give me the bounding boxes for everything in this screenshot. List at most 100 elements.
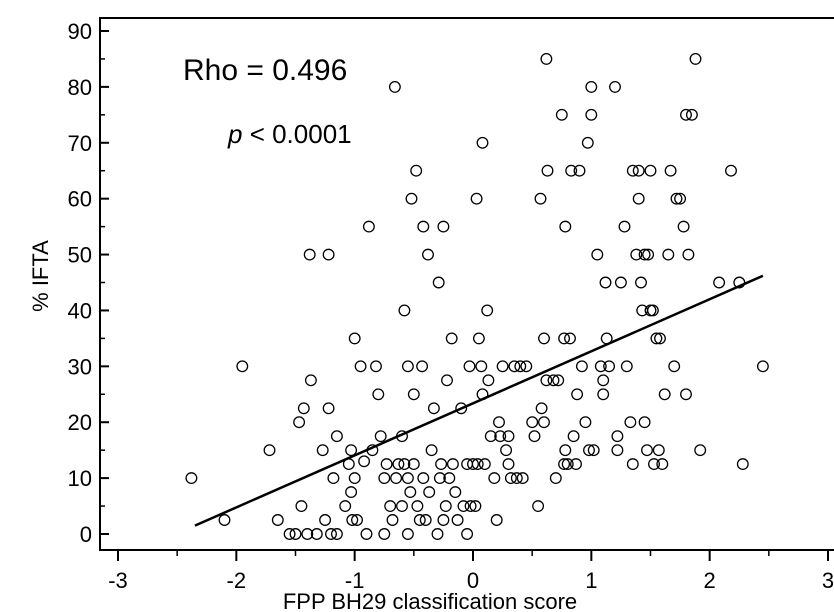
- data-points: [185, 52, 769, 540]
- data-point: [644, 304, 657, 317]
- data-point: [736, 458, 749, 471]
- data-point: [417, 472, 430, 485]
- data-point: [579, 416, 592, 429]
- data-point: [484, 430, 497, 443]
- data-point: [535, 402, 548, 415]
- y-tick-label: 30: [68, 354, 92, 379]
- data-point: [437, 220, 450, 233]
- data-point: [289, 528, 302, 540]
- data-point: [461, 528, 474, 540]
- data-point: [348, 472, 361, 485]
- data-point: [493, 416, 505, 429]
- data-point: [725, 164, 737, 177]
- data-point: [380, 458, 393, 471]
- data-point: [508, 360, 521, 373]
- data-point: [437, 514, 450, 526]
- data-point: [538, 332, 550, 345]
- data-point: [407, 388, 420, 401]
- data-point: [378, 472, 391, 485]
- data-point: [494, 430, 507, 443]
- data-point: [567, 430, 580, 443]
- data-point: [351, 514, 363, 526]
- data-point: [316, 444, 329, 457]
- data-point: [526, 416, 539, 429]
- data-point: [218, 514, 231, 526]
- data-point: [597, 374, 610, 387]
- data-point: [398, 458, 411, 471]
- data-point: [611, 444, 624, 457]
- data-point: [457, 500, 470, 513]
- data-point: [370, 360, 382, 373]
- data-point: [756, 360, 769, 373]
- data-point: [599, 276, 612, 289]
- data-point: [540, 52, 553, 65]
- data-point: [401, 528, 414, 540]
- data-point: [417, 220, 430, 233]
- data-point: [345, 486, 358, 499]
- data-point: [475, 360, 488, 373]
- data-point: [603, 360, 616, 373]
- data-point: [293, 416, 306, 429]
- data-point: [482, 374, 495, 387]
- data-point: [662, 248, 675, 261]
- data-point: [502, 430, 515, 443]
- y-tick-label: 40: [68, 298, 92, 323]
- x-tick-label: 1: [585, 568, 597, 593]
- data-point: [630, 248, 643, 261]
- data-point: [451, 514, 464, 526]
- data-point: [502, 458, 515, 471]
- data-point: [611, 430, 624, 443]
- data-point: [404, 486, 417, 499]
- data-point: [694, 444, 707, 457]
- data-point: [303, 248, 316, 261]
- data-point: [614, 276, 627, 289]
- data-point: [488, 472, 501, 485]
- data-point: [422, 248, 434, 261]
- data-point: [401, 360, 414, 373]
- data-point: [713, 276, 726, 289]
- data-point: [520, 360, 533, 373]
- data-point: [283, 528, 296, 540]
- data-point: [388, 80, 401, 93]
- data-point: [362, 220, 375, 233]
- data-point: [327, 472, 340, 485]
- data-point: [330, 430, 343, 443]
- data-point: [295, 500, 308, 513]
- data-point: [472, 332, 485, 345]
- data-point: [559, 444, 572, 457]
- x-tick-label: 0: [467, 568, 479, 593]
- data-point: [677, 220, 690, 233]
- y-tick-label: 80: [68, 75, 92, 100]
- data-point: [585, 80, 598, 93]
- data-point: [514, 360, 527, 373]
- data-point: [565, 164, 578, 177]
- x-tick-label: -1: [345, 568, 365, 593]
- data-point: [435, 458, 448, 471]
- data-point: [650, 332, 663, 345]
- data-point: [330, 528, 343, 540]
- data-point: [552, 374, 565, 387]
- data-point: [319, 514, 332, 526]
- data-point: [310, 528, 323, 540]
- data-point: [549, 472, 562, 485]
- data-point: [500, 444, 513, 457]
- data-point: [532, 500, 545, 513]
- data-point: [626, 458, 639, 471]
- data-point: [360, 528, 373, 540]
- data-point: [463, 360, 476, 373]
- data-point: [689, 52, 702, 65]
- data-point: [496, 360, 509, 373]
- data-point: [354, 360, 367, 373]
- data-point: [609, 80, 621, 93]
- data-point: [658, 388, 671, 401]
- p-value-annotation: p < 0.0001: [227, 119, 352, 149]
- data-point: [481, 304, 494, 317]
- data-point: [322, 248, 335, 261]
- data-point: [433, 472, 446, 485]
- data-point: [685, 108, 698, 121]
- data-point: [322, 402, 335, 415]
- data-point: [469, 500, 482, 513]
- data-point: [573, 164, 586, 177]
- data-point: [541, 164, 554, 177]
